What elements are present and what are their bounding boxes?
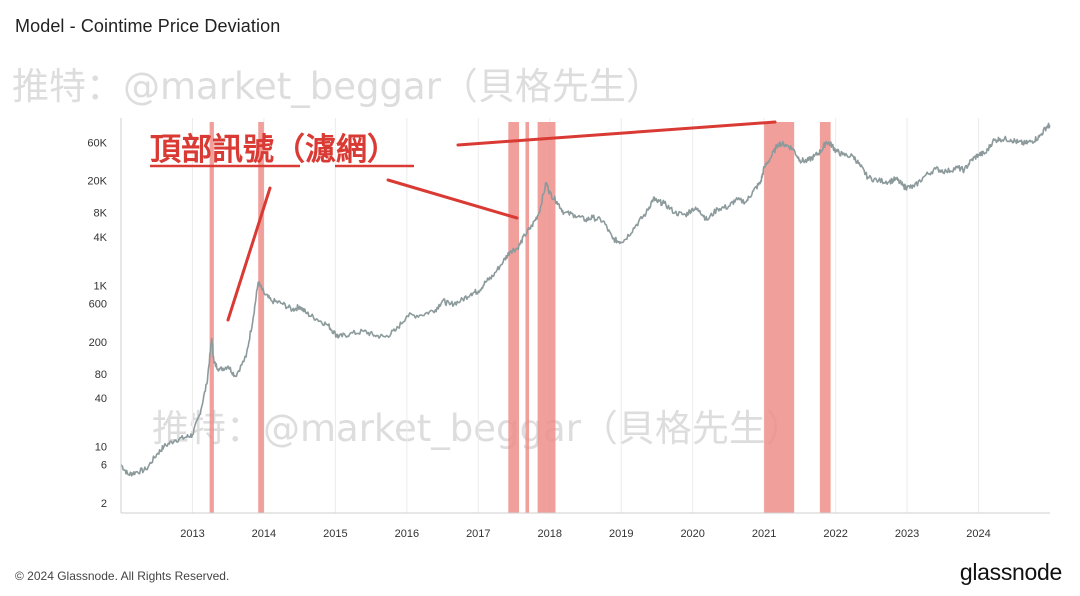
x-tick-label: 2020 xyxy=(680,528,704,540)
signal-band-4 xyxy=(537,122,556,513)
signal-band-3 xyxy=(525,122,530,513)
price-line-series xyxy=(120,122,1051,477)
y-tick-label: 40 xyxy=(95,393,107,405)
y-tick-label: 1K xyxy=(94,281,108,293)
chart-title: Model - Cointime Price Deviation xyxy=(15,16,281,36)
x-tick-label: 2024 xyxy=(966,528,990,540)
x-tick-label: 2023 xyxy=(895,528,919,540)
y-tick-label: 600 xyxy=(89,298,107,310)
glassnode-logo: glassnode xyxy=(959,559,1062,585)
y-tick-label: 8K xyxy=(94,208,108,220)
x-tick-label: 2013 xyxy=(180,528,204,540)
annotation-pointer-2013 xyxy=(226,186,272,322)
y-tick-label: 80 xyxy=(95,369,107,381)
signal-band-5 xyxy=(764,122,795,513)
y-tick-label: 60K xyxy=(87,137,107,149)
y-tick-label: 6 xyxy=(101,459,107,471)
y-tick-label: 4K xyxy=(94,232,108,244)
x-tick-label: 2022 xyxy=(823,528,847,540)
axis-layer: 60K 20K 8K 4K 1K 600 200 80 40 10 6 2 2013 2014 2015 20… xyxy=(87,118,1050,540)
signal-band-6 xyxy=(819,122,831,513)
top-signal-annotation: 頂部訊號（濾網） xyxy=(150,132,398,168)
signal-band-0 xyxy=(209,122,214,513)
signal-band-2 xyxy=(508,122,520,513)
x-tick-label: 2015 xyxy=(323,528,347,540)
x-tick-label: 2014 xyxy=(252,528,276,540)
y-tick-label: 10 xyxy=(95,442,107,454)
annotation-layer: 頂部訊號（濾網） xyxy=(150,120,777,322)
y-tick-label: 200 xyxy=(89,337,107,349)
x-tick-label: 2021 xyxy=(752,528,776,540)
signal-band-1 xyxy=(258,122,264,513)
annotation-pointer-2021 xyxy=(456,120,777,147)
signal-bands-layer xyxy=(209,122,831,513)
copyright-notice: © 2024 Glassnode. All Rights Reserved. xyxy=(15,569,230,583)
x-tick-label: 2019 xyxy=(609,528,633,540)
y-tick-label: 2 xyxy=(101,498,107,510)
x-tick-label: 2018 xyxy=(538,528,562,540)
price-line-layer xyxy=(120,122,1051,477)
x-tick-label: 2016 xyxy=(395,528,419,540)
x-tick-label: 2017 xyxy=(466,528,490,540)
y-tick-label: 20K xyxy=(87,176,107,188)
annotation-pointer-2017 xyxy=(386,178,519,220)
